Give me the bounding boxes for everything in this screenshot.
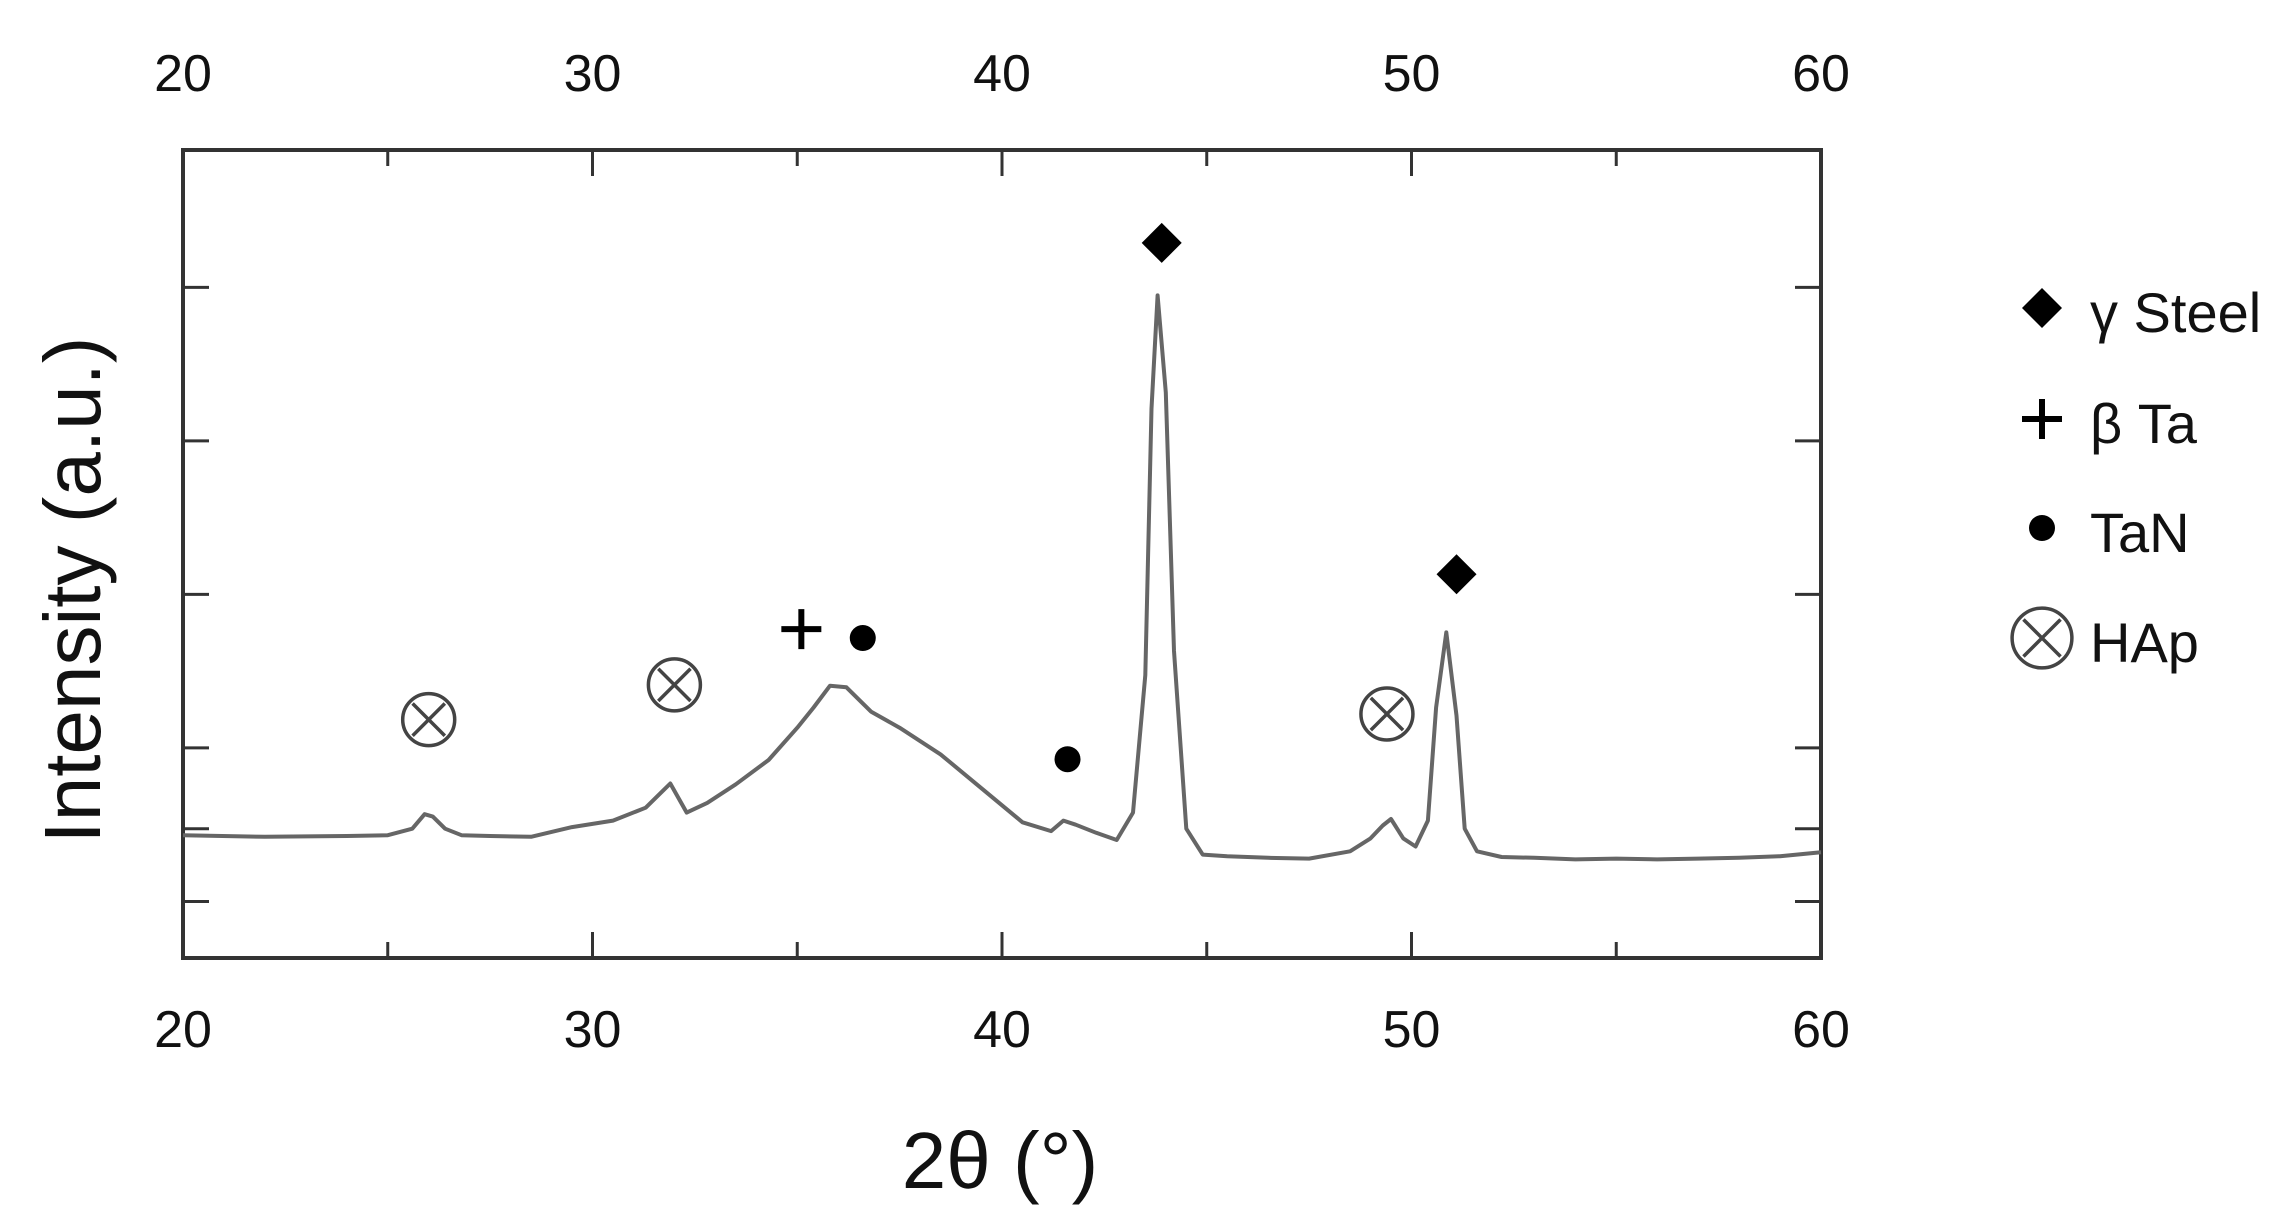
circle-x-icon [2010,606,2074,670]
x-tick-label: 40 [973,1001,1031,1059]
plus-marker [2022,399,2062,439]
diffraction-pattern-line [182,293,1822,862]
top-x-tick-label: 60 [1792,45,1850,103]
plus-marker [781,609,822,650]
circle-x-icon [1359,686,1415,742]
diamond-icon [2022,288,2062,328]
dot-marker [1054,746,1081,773]
dot-icon [2029,515,2055,541]
circle-x-icon-b [2022,618,2062,658]
x-axis-title: 2θ (°) [902,1116,1098,1205]
circle-x-icon [400,691,457,748]
diamond-marker [2022,288,2062,328]
y-axis-title: Intensity (a.u.) [28,337,117,844]
circle-x-marker [1359,686,1415,742]
top-x-tick-label: 40 [973,45,1031,103]
plot-frame [181,148,1823,960]
circle-x-icon-b [411,702,447,737]
x-tick-label: 60 [1792,1001,1850,1059]
circle-x-marker [400,691,457,748]
legend-label: β Ta [2090,392,2198,455]
legend-label: TaN [2090,501,2190,564]
legend: γ Steel β Ta TaN HAp [2010,281,2261,674]
top-x-tick-label: 30 [564,45,622,103]
diamond-icon [1436,554,1477,595]
circle-x-marker [2010,606,2074,670]
dot-icon [849,625,876,652]
circle-x-icon-b [1369,696,1405,732]
legend-label: γ Steel [2090,281,2261,344]
circle-x-marker [646,657,703,713]
x-tick-label: 50 [1383,1001,1441,1059]
circle-x-icon [646,657,703,713]
dot-marker [2029,515,2055,541]
peak-markers [400,222,1477,773]
tick-labels: 20 30 40 50 60 20 30 40 50 60 [154,45,1850,1059]
diamond-marker [1436,554,1477,595]
diamond-marker [1141,222,1182,263]
circle-x-icon-b [657,667,692,703]
top-x-tick-label: 50 [1383,45,1441,103]
dot-icon [1054,746,1081,773]
axis-ticks [181,148,1823,958]
legend-label: HAp [2090,611,2199,674]
top-x-tick-label: 20 [154,45,212,103]
diamond-icon [1141,222,1182,263]
dot-marker [849,625,876,652]
x-tick-label: 20 [154,1001,212,1059]
x-tick-label: 30 [564,1001,622,1059]
